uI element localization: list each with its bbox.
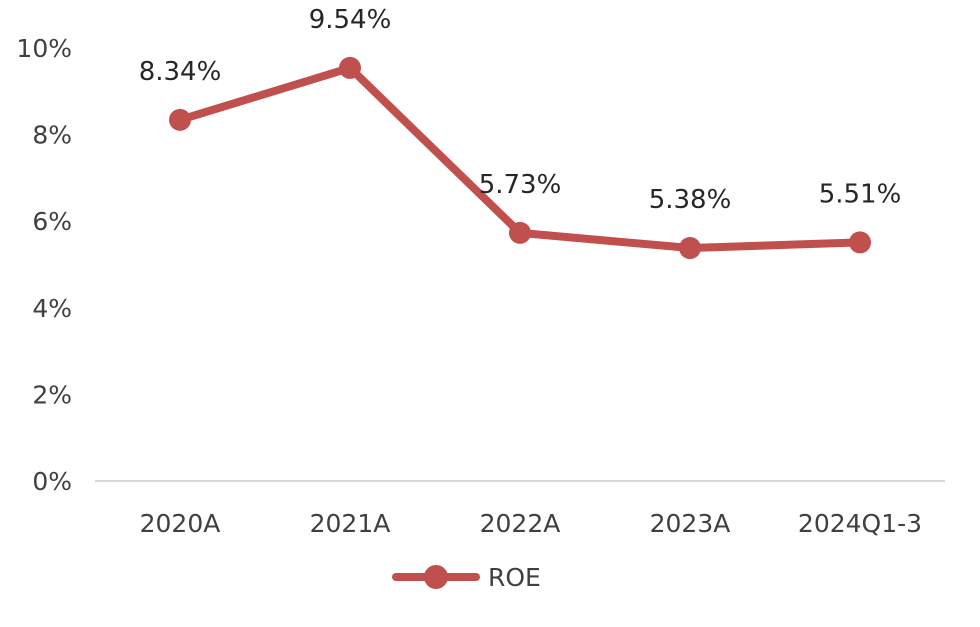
data-label: 5.73% xyxy=(479,170,562,200)
data-point xyxy=(169,108,191,131)
y-axis-ticks: 0% 2% 4% 6% 8% 10% xyxy=(16,34,72,496)
x-tick-label: 2023A xyxy=(650,509,731,538)
y-tick-label: 0% xyxy=(32,467,72,496)
y-tick-label: 8% xyxy=(32,121,72,150)
x-tick-label: 2021A xyxy=(310,509,391,538)
roe-series-line xyxy=(176,63,864,253)
y-tick-label: 10% xyxy=(16,34,72,63)
x-axis-ticks: 2020A 2021A 2022A 2023A 2024Q1-3 xyxy=(140,509,922,538)
roe-data-points xyxy=(169,56,871,260)
legend: ROE xyxy=(392,563,541,592)
data-point xyxy=(509,221,531,244)
roe-data-labels: 8.34% 9.54% 5.73% 5.38% 5.51% xyxy=(139,5,902,215)
data-label: 5.38% xyxy=(649,185,732,215)
data-label: 9.54% xyxy=(309,5,392,35)
legend-roe-marker xyxy=(424,565,448,589)
data-point xyxy=(679,237,701,260)
x-tick-label: 2020A xyxy=(140,509,221,538)
y-tick-label: 6% xyxy=(32,207,72,236)
y-tick-label: 4% xyxy=(32,294,72,323)
y-tick-label: 2% xyxy=(32,380,72,409)
data-point xyxy=(339,56,361,79)
data-label: 5.51% xyxy=(819,179,902,209)
x-tick-label: 2024Q1-3 xyxy=(798,509,922,538)
x-tick-label: 2022A xyxy=(480,509,561,538)
legend-roe-label: ROE xyxy=(488,563,541,592)
data-point xyxy=(849,231,871,254)
data-label: 8.34% xyxy=(139,57,222,87)
